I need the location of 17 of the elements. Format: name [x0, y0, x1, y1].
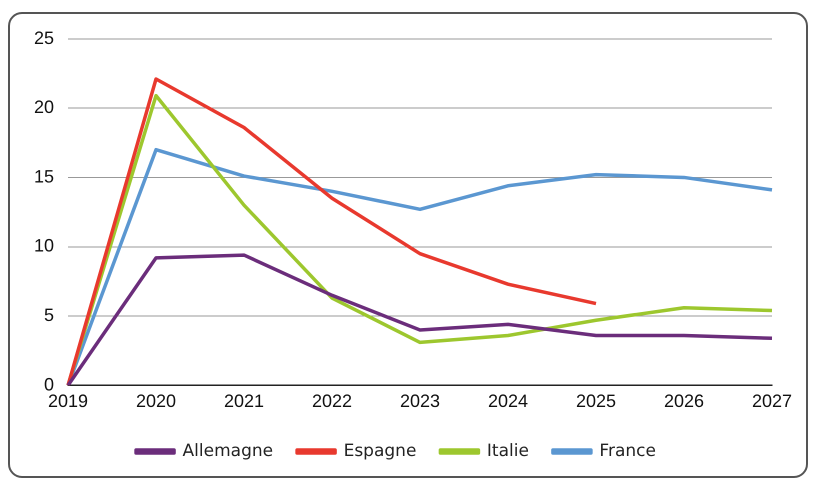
x-tick-label: 2021 [224, 391, 264, 412]
x-tick-label: 2023 [400, 391, 440, 412]
y-tick-label: 25 [34, 28, 54, 48]
x-tick-label: 2022 [312, 391, 352, 412]
y-tick-label: 10 [34, 236, 54, 256]
x-tick-label: 2026 [664, 391, 704, 412]
y-tick-label: 20 [34, 97, 54, 118]
y-tick-label: 5 [44, 305, 54, 326]
legend-label: France [599, 440, 656, 461]
x-tick-label: 2027 [752, 391, 792, 412]
x-tick-label: 2025 [576, 391, 616, 412]
legend-label: Allemagne [182, 440, 274, 461]
x-tick-label: 2020 [136, 391, 176, 412]
y-tick-label: 15 [34, 166, 54, 186]
x-tick-label: 2024 [488, 391, 528, 412]
legend-label: Italie [486, 440, 529, 461]
legend-label: Espagne [344, 440, 416, 461]
